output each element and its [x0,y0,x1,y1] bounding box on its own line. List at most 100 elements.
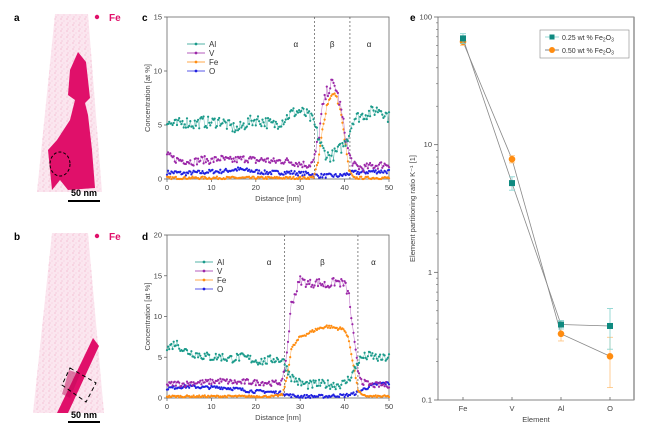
data-point [318,138,321,141]
data-point [361,167,364,170]
data-point [352,162,355,165]
data-point [167,151,170,154]
x-tick-label: 10 [207,402,215,411]
data-point [263,169,266,172]
data-point [387,168,391,172]
data-point [246,378,250,381]
data-point [174,161,177,164]
data-point [250,389,253,392]
legend-marker-v [194,51,198,55]
data-point [346,160,349,163]
data-point [357,361,361,364]
data-point [360,378,363,381]
data-point [311,173,314,176]
data-point [373,113,376,116]
data-point [342,393,345,396]
data-point [202,357,205,360]
series-050 [459,37,614,389]
data-point-square [607,322,613,329]
data-point [316,395,320,398]
data-point [273,126,276,129]
data-point [204,354,207,358]
data-point [356,370,359,373]
data-point [189,170,192,173]
data-point [174,175,177,178]
data-point [235,169,238,172]
data-point [387,166,391,169]
data-point [376,167,379,170]
data-point [180,123,183,126]
data-point [215,175,218,178]
data-point [374,110,377,113]
data-point [259,384,262,387]
data-point [319,122,322,125]
data-point [246,354,250,357]
data-point [302,160,305,163]
data-point [315,140,318,143]
data-point [372,357,375,360]
data-point [290,161,293,164]
data-point [357,168,361,171]
legend-label-v: V [217,267,223,276]
series-line [166,276,390,388]
data-point [336,383,339,386]
data-point [374,394,377,397]
data-point [290,380,293,383]
data-point [359,115,362,118]
roi-circle-a [49,151,71,177]
data-point [322,147,325,150]
data-point [191,171,194,174]
data-point [265,177,268,180]
data-point [350,353,353,356]
data-point [274,390,277,393]
data-point [285,157,288,160]
data-point [254,384,257,387]
data-point [251,382,254,385]
data-point [340,278,343,281]
data-point [381,358,384,361]
data-point [318,136,321,139]
data-point [351,371,354,374]
data-point [332,159,335,162]
data-point [381,113,384,116]
data-point [243,128,246,131]
data-point [254,359,257,362]
data-point [328,154,331,157]
data-point [262,384,265,387]
data-point [291,177,294,180]
panel-letter-d: d [142,232,148,243]
data-point [313,172,316,175]
data-point [256,172,260,175]
data-point [312,118,315,121]
data-point [280,125,283,128]
data-point [332,277,335,280]
data-point [193,385,196,388]
data-point [290,348,293,351]
data-point [351,323,354,326]
data-point [238,359,241,362]
data-point [308,110,311,113]
data-point [185,380,189,383]
data-point [322,102,325,105]
chart-d: d 0 10 20 30 40 50 0 5 10 15 20 Distance [nm] Concen… [142,231,393,423]
data-point [225,359,228,362]
data-point [255,361,258,364]
data-point [376,359,379,362]
data-point [298,161,301,164]
data-point [387,353,391,356]
data-point [224,121,227,124]
series-line [166,325,390,398]
data-point [224,177,227,180]
data-point [310,285,313,288]
data-point [221,155,224,158]
data-point [335,326,338,329]
data-point [382,383,385,386]
data-point [304,285,307,288]
data-point [345,381,348,384]
subscript: 3 [611,37,614,43]
data-point [341,115,344,119]
data-point [324,158,327,161]
y-tick-label: 10 [154,312,162,321]
data-point [204,161,207,164]
data-point-circle [606,352,614,360]
